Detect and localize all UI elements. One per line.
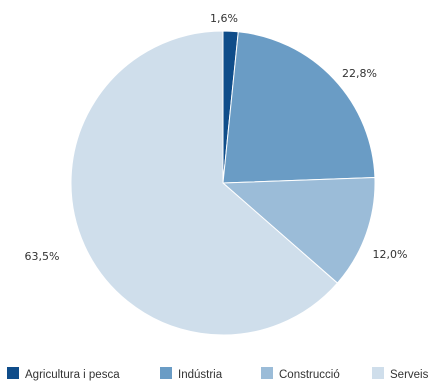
- legend-item-agricultura-i-pesca: Agricultura i pesca: [7, 367, 120, 381]
- legend-item-serveis: Serveis: [372, 367, 429, 381]
- legend-item-industria: Indústria: [160, 367, 223, 381]
- legend-label-construccio: Construcció: [279, 369, 340, 381]
- pie-slices: [70, 30, 376, 336]
- legend-swatch-serveis: [372, 367, 384, 379]
- legend: Agricultura i pesca Indústria Construcció S…: [7, 367, 429, 381]
- slice-label-construccio: 12,0%: [373, 248, 408, 261]
- legend-swatch-agricultura-i-pesca: [7, 367, 19, 379]
- legend-swatch-construccio: [261, 367, 273, 379]
- legend-swatch-industria: [160, 367, 172, 379]
- slice-label-industria: 22,8%: [342, 67, 377, 80]
- slice-labels: 1,6% 22,8% 12,0% 63,5%: [25, 12, 408, 263]
- legend-item-construccio: Construcció: [261, 367, 340, 381]
- slice-label-serveis: 63,5%: [25, 250, 60, 263]
- pie-slice-industria: [222, 31, 376, 184]
- pie-slice-serveis: [70, 30, 339, 336]
- legend-label-industria: Indústria: [178, 369, 223, 381]
- slice-label-agricultura-i-pesca: 1,6%: [210, 12, 238, 25]
- legend-label-serveis: Serveis: [390, 369, 429, 381]
- legend-label-agricultura-i-pesca: Agricultura i pesca: [25, 369, 120, 381]
- pie-slice-construccio: [221, 176, 376, 284]
